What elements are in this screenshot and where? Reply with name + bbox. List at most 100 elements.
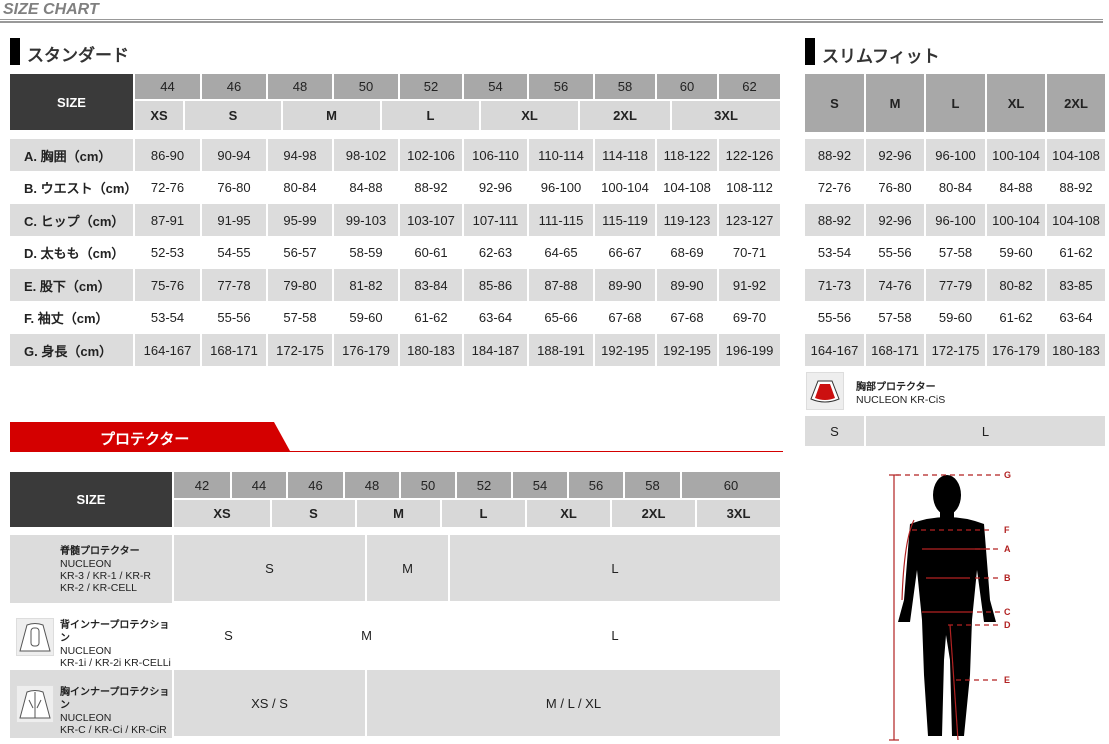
- protector-size: XS / S: [174, 670, 367, 738]
- table-cell: 90-94: [202, 139, 268, 171]
- size-letter: M: [357, 500, 442, 527]
- size-letter: XL: [527, 500, 612, 527]
- table-cell: 61-62: [400, 301, 464, 334]
- table-cell: 57-58: [926, 236, 987, 269]
- size-letter: 2XL: [580, 101, 672, 130]
- table-cell: 176-179: [987, 334, 1047, 366]
- size-number: 48: [268, 74, 334, 101]
- chest-protector-model: NUCLEON KR-CiS: [856, 394, 946, 406]
- protector-model: KR-1i / KR-2i KR-CELLi: [60, 656, 171, 669]
- chest-protector-jacket-icon: [16, 685, 54, 723]
- size-number: 58: [625, 472, 682, 500]
- table-cell: 85-86: [464, 269, 529, 301]
- table-cell: 69-70: [719, 301, 782, 334]
- table-cell: 84-88: [987, 171, 1047, 204]
- size-number: 48: [345, 472, 401, 500]
- table-cell: 110-114: [529, 139, 595, 171]
- size-header: SIZE: [10, 472, 174, 527]
- table-cell: 104-108: [657, 171, 719, 204]
- row-label: E. 股下（cm）: [10, 269, 135, 301]
- table-cell: 83-84: [400, 269, 464, 301]
- table-cell: 91-95: [202, 204, 268, 236]
- table-cell: 123-127: [719, 204, 782, 236]
- table-cell: 99-103: [334, 204, 400, 236]
- section-marker: [10, 38, 20, 65]
- size-number: 54: [513, 472, 569, 500]
- table-cell: 192-195: [657, 334, 719, 366]
- table-cell: 74-76: [866, 269, 926, 301]
- marker-f: F: [1004, 525, 1010, 535]
- table-cell: 55-56: [805, 301, 866, 334]
- chest-protector-name: 胸部プロテクター: [856, 382, 936, 393]
- table-cell: 81-82: [334, 269, 400, 301]
- size-number: 46: [288, 472, 345, 500]
- size-letter: M: [866, 74, 926, 132]
- standard-title: スタンダード: [27, 46, 129, 65]
- size-letter: XL: [481, 101, 580, 130]
- size-number: 56: [529, 74, 595, 101]
- table-cell: 72-76: [135, 171, 202, 204]
- protector-size: S: [174, 603, 285, 670]
- table-cell: 59-60: [334, 301, 400, 334]
- section-marker: [805, 38, 815, 65]
- table-cell: 180-183: [1047, 334, 1107, 366]
- table-cell: 164-167: [135, 334, 202, 366]
- table-cell: 76-80: [202, 171, 268, 204]
- table-cell: 65-66: [529, 301, 595, 334]
- table-cell: 115-119: [595, 204, 657, 236]
- size-letter: XL: [987, 74, 1047, 132]
- table-cell: 100-104: [987, 139, 1047, 171]
- protector-name: 脊髄プロテクター: [60, 546, 140, 557]
- table-cell: 95-99: [268, 204, 334, 236]
- size-letter: S: [272, 500, 357, 527]
- table-cell: 106-110: [464, 139, 529, 171]
- table-cell: 56-57: [268, 236, 334, 269]
- table-cell: 55-56: [866, 236, 926, 269]
- table-cell: 67-68: [595, 301, 657, 334]
- protector-name: 背インナープロテクション: [60, 619, 170, 644]
- table-cell: 61-62: [987, 301, 1047, 334]
- row-label: B. ウエスト（cm）: [10, 171, 137, 204]
- table-cell: 79-80: [268, 269, 334, 301]
- table-cell: 71-73: [805, 269, 866, 301]
- protector-model: KR-3 / KR-1 / KR-R: [60, 570, 152, 582]
- title-rule: [0, 19, 1103, 23]
- protector-model: NUCLEON: [60, 558, 112, 570]
- table-cell: 58-59: [334, 236, 400, 269]
- table-cell: 80-82: [987, 269, 1047, 301]
- marker-d: D: [1004, 620, 1011, 630]
- size-letter: S: [805, 74, 866, 132]
- table-cell: 60-61: [400, 236, 464, 269]
- table-cell: 88-92: [805, 204, 866, 236]
- table-cell: 59-60: [926, 301, 987, 334]
- table-cell: 94-98: [268, 139, 334, 171]
- size-number: 58: [595, 74, 657, 101]
- table-cell: 118-122: [657, 139, 719, 171]
- chest-size-l: L: [866, 416, 1107, 446]
- marker-c: C: [1004, 607, 1011, 617]
- protector-label: 背インナープロテクション NUCLEON KR-1i / KR-2i KR-CELL…: [10, 603, 174, 670]
- protector-model: KR-2 / KR-CELL: [60, 582, 138, 594]
- table-cell: 62-63: [464, 236, 529, 269]
- table-cell: 54-55: [202, 236, 268, 269]
- table-cell: 80-84: [926, 171, 987, 204]
- table-cell: 104-108: [1047, 139, 1107, 171]
- size-letter: XS: [135, 101, 185, 130]
- slim-title: スリムフィット: [822, 47, 940, 66]
- size-number: 56: [569, 472, 625, 500]
- table-cell: 77-79: [926, 269, 987, 301]
- table-cell: 70-71: [719, 236, 782, 269]
- table-cell: 88-92: [400, 171, 464, 204]
- size-letter: S: [185, 101, 283, 130]
- row-label: D. 太もも（cm）: [10, 236, 135, 269]
- table-cell: 122-126: [719, 139, 782, 171]
- row-label: A. 胸囲（cm）: [10, 139, 135, 171]
- table-cell: 57-58: [268, 301, 334, 334]
- protector-size: M: [285, 603, 450, 670]
- protector-size: L: [450, 535, 782, 603]
- protector-model: NUCLEON: [60, 644, 112, 657]
- table-cell: 96-100: [529, 171, 595, 204]
- size-letter: M: [283, 101, 382, 130]
- protector-model: NUCLEON: [60, 712, 112, 724]
- table-cell: 96-100: [926, 139, 987, 171]
